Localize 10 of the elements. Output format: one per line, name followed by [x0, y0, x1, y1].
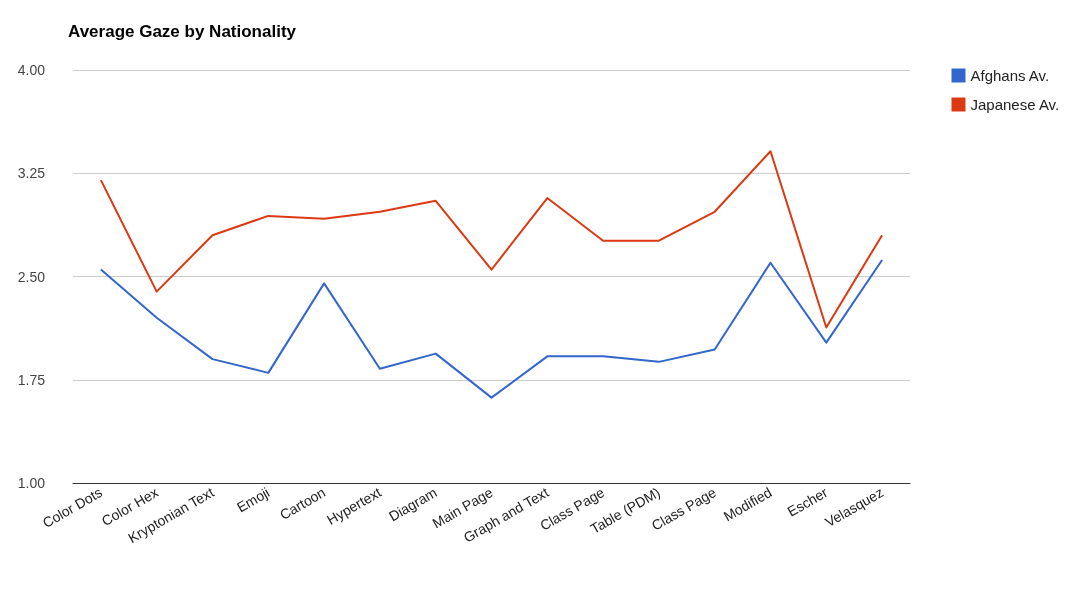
y-tick-label: 3.25	[17, 165, 46, 182]
y-tick-label: 2.50	[17, 268, 46, 285]
line-series	[99, 150, 884, 329]
y-tick-label: 1.00	[17, 475, 46, 491]
y-tick-label: 4.00	[17, 62, 46, 78]
legend-label: Japanese Av.	[970, 96, 1060, 113]
y-tick-label: 1.75	[17, 371, 46, 388]
chart-title: Average Gaze by Nationality	[68, 22, 297, 41]
line-series	[99, 258, 884, 399]
legend-label: Afghans Av.	[970, 67, 1050, 84]
